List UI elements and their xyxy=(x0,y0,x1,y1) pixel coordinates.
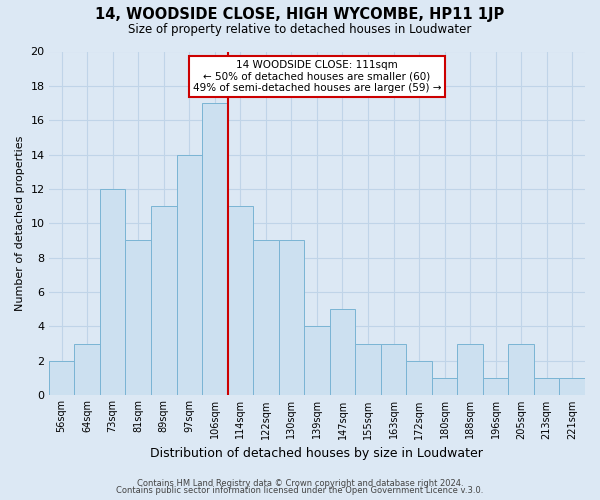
Bar xyxy=(74,344,100,395)
Y-axis label: Number of detached properties: Number of detached properties xyxy=(15,136,25,311)
Bar xyxy=(176,154,202,395)
X-axis label: Distribution of detached houses by size in Loudwater: Distribution of detached houses by size … xyxy=(151,447,484,460)
Bar xyxy=(381,344,406,395)
Bar xyxy=(253,240,278,395)
Text: 14 WOODSIDE CLOSE: 111sqm
← 50% of detached houses are smaller (60)
49% of semi-: 14 WOODSIDE CLOSE: 111sqm ← 50% of detac… xyxy=(193,60,441,94)
Text: Contains public sector information licensed under the Open Government Licence v.: Contains public sector information licen… xyxy=(116,486,484,495)
Bar xyxy=(508,344,534,395)
Bar xyxy=(483,378,508,395)
Bar xyxy=(227,206,253,395)
Bar xyxy=(125,240,151,395)
Bar xyxy=(457,344,483,395)
Bar xyxy=(278,240,304,395)
Text: Size of property relative to detached houses in Loudwater: Size of property relative to detached ho… xyxy=(128,22,472,36)
Bar xyxy=(304,326,329,395)
Bar xyxy=(406,361,432,395)
Bar xyxy=(432,378,457,395)
Bar xyxy=(355,344,381,395)
Bar xyxy=(534,378,559,395)
Bar xyxy=(559,378,585,395)
Bar xyxy=(151,206,176,395)
Bar xyxy=(329,309,355,395)
Text: Contains HM Land Registry data © Crown copyright and database right 2024.: Contains HM Land Registry data © Crown c… xyxy=(137,478,463,488)
Bar xyxy=(49,361,74,395)
Bar xyxy=(100,189,125,395)
Bar xyxy=(202,103,227,395)
Text: 14, WOODSIDE CLOSE, HIGH WYCOMBE, HP11 1JP: 14, WOODSIDE CLOSE, HIGH WYCOMBE, HP11 1… xyxy=(95,8,505,22)
